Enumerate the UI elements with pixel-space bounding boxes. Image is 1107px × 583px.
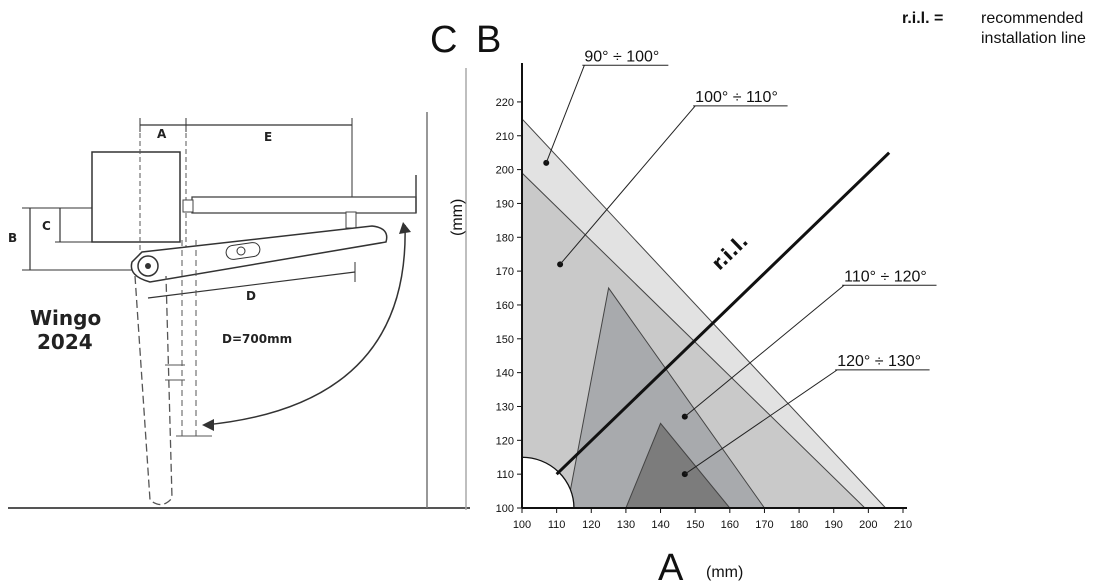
zone-leader-3 [684, 369, 838, 475]
y-tick-label-100: 100 [496, 503, 514, 515]
x-axis-letter: A [658, 547, 684, 583]
y-tick-label-210: 210 [496, 131, 514, 143]
y-tick-label-110: 110 [496, 469, 514, 481]
x-tick-labels: 100 110 120 130 140 150 160 170 180 190 200 210 [513, 519, 912, 531]
y-tick-label-160: 160 [496, 300, 514, 312]
d-value-label: D=700mm [222, 332, 292, 346]
x-tick-label-140: 140 [651, 519, 669, 531]
dim-c-label: C [42, 219, 51, 233]
x-axis-unit: (mm) [706, 564, 743, 581]
y-axis-unit: (mm) [449, 199, 466, 236]
zone-labels: 90° ÷ 100° 100° ÷ 110° 110° ÷ 120° 120° ÷ 1… [584, 48, 926, 370]
x-tick-label-160: 160 [721, 519, 739, 531]
zone-leader-2 [684, 284, 845, 418]
dim-a-label: A [157, 127, 167, 141]
x-tick-label-190: 190 [825, 519, 843, 531]
zone-label-3: 120° ÷ 130° [837, 353, 921, 370]
y-tick-labels: 100 110 120 130 140 150 160 170 180 190 200 210 220 [496, 97, 514, 515]
dim-d-label: D [246, 289, 256, 303]
pillar-box [91, 151, 181, 243]
angle-chart: r.i.l. 100 110 120 130 140 150 160 170 180 190 200… [449, 48, 937, 583]
recommended-installation-line [555, 151, 891, 476]
x-tick-label-200: 200 [859, 519, 877, 531]
ril-label: r.i.l. [708, 230, 753, 275]
y-tick-label-180: 180 [496, 232, 514, 244]
zone-label-2: 110° ÷ 120° [844, 268, 927, 285]
y-tick-label-120: 120 [496, 435, 514, 447]
y-tick-label-140: 140 [496, 368, 514, 380]
dim-e-label: E [264, 130, 272, 144]
angle-zones [521, 117, 887, 509]
y-tick-label-130: 130 [496, 401, 514, 413]
x-tick-label-170: 170 [755, 519, 773, 531]
open-arm-dashed [134, 275, 173, 506]
label-b: B [476, 19, 501, 61]
legend-line1: recommended [981, 10, 1083, 27]
x-tick-label-100: 100 [513, 519, 531, 531]
x-tick-label-210: 210 [894, 519, 912, 531]
swing-arc [204, 224, 406, 426]
product-year: 2024 [37, 330, 93, 354]
label-c: C [430, 19, 457, 61]
x-tick-label-130: 130 [617, 519, 635, 531]
zone-leaders [543, 64, 937, 478]
operator-arm [130, 225, 388, 283]
zone-leader-0 [545, 65, 585, 164]
legend-abbr: r.i.l. = [902, 10, 943, 27]
y-tick-label-190: 190 [496, 198, 514, 210]
dim-b-label: B [8, 231, 17, 245]
x-tick-label-110: 110 [548, 519, 566, 531]
zone-leader-1 [559, 105, 696, 265]
y-tick-label-200: 200 [496, 165, 514, 177]
x-tick-label-120: 120 [582, 519, 600, 531]
y-tick-label-150: 150 [496, 334, 514, 346]
legend-line2: installation line [981, 30, 1086, 47]
installation-drawing: A E B C D Wingo [8, 68, 470, 510]
zone-label-0: 90° ÷ 100° [584, 48, 659, 65]
y-tick-label-170: 170 [496, 266, 514, 278]
x-tick-label-180: 180 [790, 519, 808, 531]
zone-label-1: 100° ÷ 110° [695, 89, 778, 106]
x-tick-label-150: 150 [686, 519, 704, 531]
product-name: Wingo [30, 306, 101, 330]
gate-leaf [191, 196, 417, 214]
y-tick-label-220: 220 [496, 97, 514, 109]
